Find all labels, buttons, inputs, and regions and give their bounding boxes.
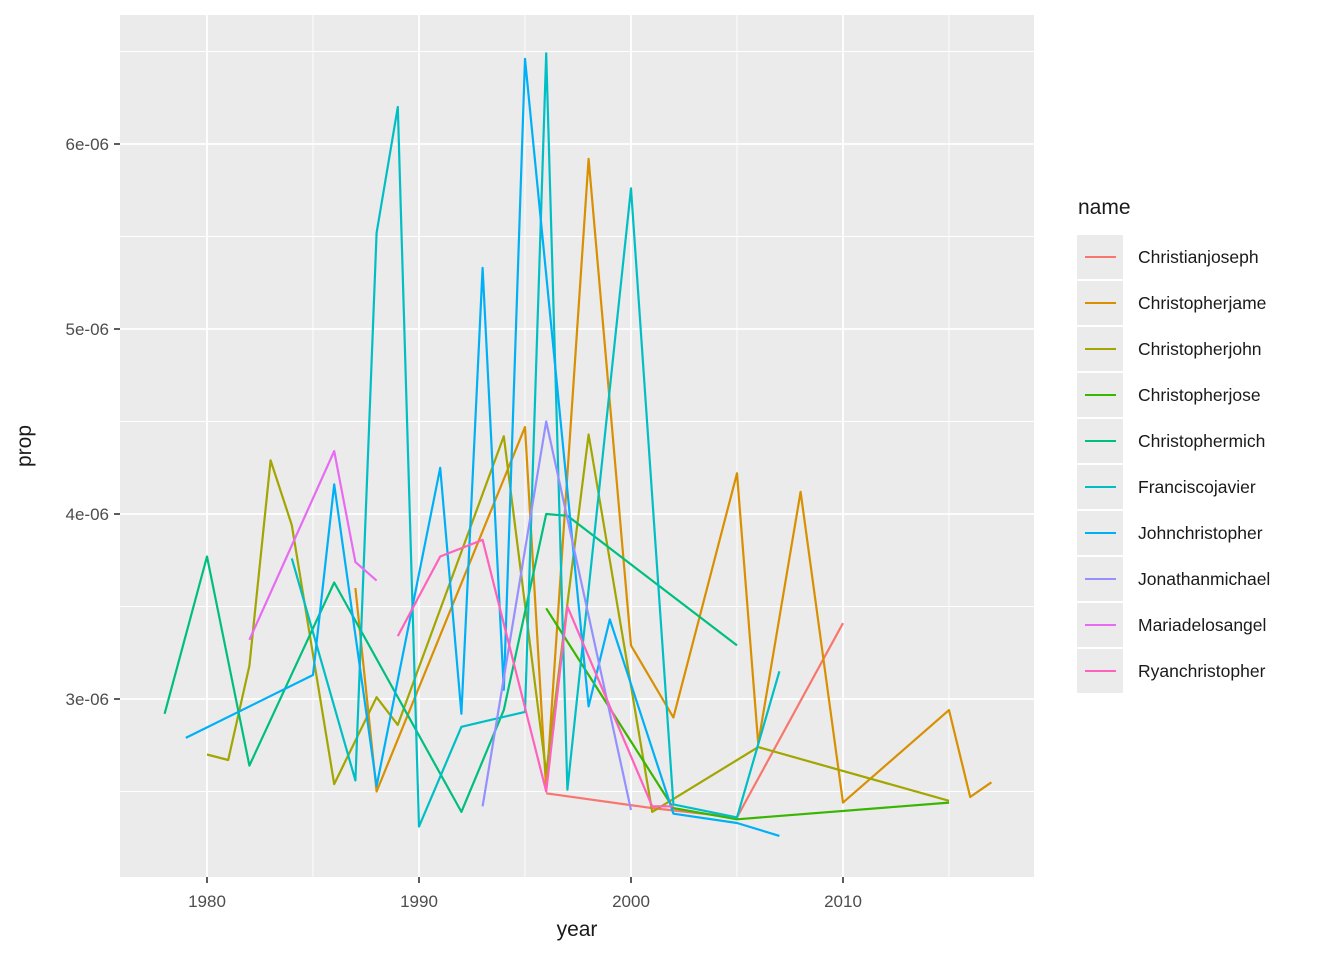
x-axis-title: year [557,918,598,941]
legend-line-sample [1084,486,1116,488]
axis-tick-labels: 3e-06 4e-06 5e-06 6e-06 1980 1990 2000 2010 [66,135,862,911]
legend-item-franciscojavier: Franciscojavier [1077,464,1337,510]
legend-line-sample [1084,302,1116,304]
legend-key-swatch [1077,465,1123,509]
legend-line-sample [1084,578,1116,580]
legend-label: Johnchristopher [1138,522,1263,543]
plot-panel [120,15,1034,877]
y-tick-label: 6e-06 [66,135,109,154]
legend-key-swatch [1077,373,1123,417]
y-tick-label: 4e-06 [66,505,109,524]
legend-key-swatch [1077,511,1123,555]
series-line-johnchristopher [185,57,780,837]
legend-label: Ryanchristopher [1138,660,1266,681]
legend-line-sample [1084,670,1116,672]
x-tick-label: 1990 [400,892,438,911]
legend-rows: Christianjoseph Christopherjame Christophe… [1077,234,1337,694]
legend-line-sample [1084,532,1116,534]
series-lines [163,52,993,837]
legend-label: Christopherjame [1138,292,1267,313]
legend: name Christianjoseph Christopherjame Chris… [1077,196,1337,694]
legend-key-swatch [1077,327,1123,371]
x-tick-label: 2000 [612,892,650,911]
legend-item-christianjoseph: Christianjoseph [1077,234,1337,280]
legend-key-swatch [1077,649,1123,693]
series-line-mariadelosangel [248,450,378,641]
legend-label: Jonathanmichael [1138,568,1271,589]
legend-line-sample [1084,624,1116,626]
legend-label: Christophermich [1138,430,1266,451]
series-line-christopherjame [354,157,993,804]
legend-line-sample [1084,440,1116,442]
legend-item-christopherjame: Christopherjame [1077,280,1337,326]
y-axis-title: prop [13,425,36,467]
legend-title: name [1078,196,1131,219]
legend-item-mariadelosangel: Mariadelosangel [1077,602,1337,648]
legend-label: Mariadelosangel [1138,614,1267,635]
legend-line-sample [1084,348,1116,350]
legend-key-swatch [1077,419,1123,463]
legend-item-jonathanmichael: Jonathanmichael [1077,556,1337,602]
legend-label: Christianjoseph [1138,246,1259,267]
panel-background [120,15,1034,877]
legend-item-johnchristopher: Johnchristopher [1077,510,1337,556]
legend-key-swatch [1077,235,1123,279]
legend-item-ryanchristopher: Ryanchristopher [1077,648,1337,694]
legend-line-sample [1084,256,1116,258]
legend-key-swatch [1077,281,1123,325]
legend-label: Christopherjose [1138,384,1261,405]
axis-ticks [114,143,844,883]
legend-key-swatch [1077,603,1123,647]
legend-item-christopherjose: Christopherjose [1077,372,1337,418]
legend-item-christophermich: Christophermich [1077,418,1337,464]
legend-line-sample [1084,394,1116,396]
y-tick-label: 3e-06 [66,690,109,709]
legend-label: Christopherjohn [1138,338,1262,359]
y-tick-label: 5e-06 [66,320,109,339]
series-line-ryanchristopher [396,538,674,808]
legend-label: Franciscojavier [1138,476,1256,497]
legend-key-swatch [1077,557,1123,601]
x-tick-label: 2010 [824,892,862,911]
x-tick-label: 1980 [188,892,226,911]
series-line-jonathanmichael [481,420,633,811]
legend-item-christopherjohn: Christopherjohn [1077,326,1337,372]
